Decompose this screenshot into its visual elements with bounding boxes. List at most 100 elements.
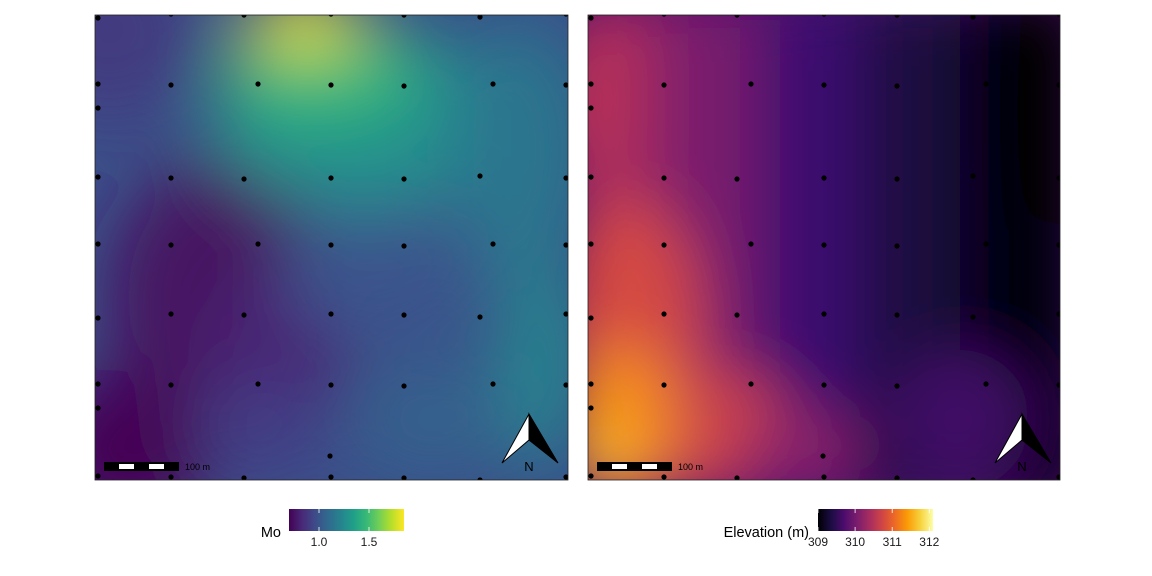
scale-bar-mo: 100 m bbox=[104, 462, 210, 472]
legend-tick-label-elevation: 309 bbox=[808, 535, 828, 549]
map-panel-mo: 100 m N bbox=[20, 0, 590, 530]
legend-tick-label-mo: 1.5 bbox=[361, 535, 378, 549]
sample-point-mo bbox=[401, 176, 406, 181]
sample-point-elevation bbox=[894, 243, 899, 248]
sample-point-elevation bbox=[820, 453, 825, 458]
sample-point-mo bbox=[490, 381, 495, 386]
legend-colorbar-elevation bbox=[818, 509, 933, 531]
legend-tick-label-elevation: 311 bbox=[883, 535, 902, 549]
sample-point-elevation bbox=[661, 11, 666, 16]
legend-elevation: Elevation (m) 309 310 311 312 bbox=[724, 509, 940, 549]
legend-tick-label-mo: 1.0 bbox=[311, 535, 328, 549]
sample-point-elevation bbox=[983, 381, 988, 386]
sample-point-elevation bbox=[970, 173, 975, 178]
sample-point-mo bbox=[328, 175, 333, 180]
sample-point-elevation bbox=[821, 175, 826, 180]
north-arrow-label-elevation: N bbox=[1017, 459, 1026, 474]
sample-point-elevation bbox=[588, 405, 593, 410]
legend-title-mo: Mo bbox=[261, 525, 281, 541]
sample-point-elevation bbox=[894, 312, 899, 317]
sample-point-elevation bbox=[734, 312, 739, 317]
legend-tick-label-elevation: 310 bbox=[845, 535, 865, 549]
sample-point-mo bbox=[241, 176, 246, 181]
sample-point-mo bbox=[328, 242, 333, 247]
sample-point-mo bbox=[95, 381, 100, 386]
sample-point-elevation bbox=[1056, 175, 1061, 180]
sample-point-elevation bbox=[734, 176, 739, 181]
sample-point-elevation bbox=[821, 242, 826, 247]
sample-point-mo bbox=[95, 241, 100, 246]
sample-point-mo bbox=[168, 311, 173, 316]
sample-point-elevation bbox=[1056, 82, 1061, 87]
sample-point-elevation bbox=[748, 81, 753, 86]
sample-point-elevation bbox=[821, 311, 826, 316]
sample-point-elevation bbox=[983, 81, 988, 86]
sample-point-elevation bbox=[983, 241, 988, 246]
map-panel-elevation: 100 m N bbox=[550, 0, 1080, 500]
sample-point-mo bbox=[95, 81, 100, 86]
sample-point-mo bbox=[95, 174, 100, 179]
sample-point-elevation bbox=[661, 474, 666, 479]
scale-bar-label-elevation: 100 m bbox=[678, 462, 703, 472]
sample-point-elevation bbox=[588, 473, 593, 478]
sample-point-mo bbox=[255, 241, 260, 246]
sample-point-elevation bbox=[661, 311, 666, 316]
sample-point-mo bbox=[401, 383, 406, 388]
sample-point-mo bbox=[255, 81, 260, 86]
sample-point-elevation bbox=[821, 474, 826, 479]
sample-point-mo bbox=[401, 312, 406, 317]
legend-colorbar-mo bbox=[289, 509, 404, 531]
north-arrow-label-mo: N bbox=[524, 459, 533, 474]
sample-point-mo bbox=[168, 82, 173, 87]
sample-point-elevation bbox=[661, 82, 666, 87]
sample-point-elevation bbox=[1056, 311, 1061, 316]
sample-point-elevation bbox=[970, 314, 975, 319]
sample-point-mo bbox=[328, 311, 333, 316]
sample-point-elevation bbox=[1056, 474, 1061, 479]
sample-point-mo bbox=[477, 173, 482, 178]
sample-point-mo bbox=[327, 453, 332, 458]
scale-bar-elevation: 100 m bbox=[597, 462, 703, 472]
sample-point-elevation bbox=[588, 105, 593, 110]
sample-point-mo bbox=[328, 11, 333, 16]
sample-point-elevation bbox=[1056, 382, 1061, 387]
sample-point-elevation bbox=[821, 82, 826, 87]
sample-point-elevation bbox=[588, 315, 593, 320]
legend-mo: Mo 1.0 1.5 bbox=[261, 509, 404, 549]
scale-bar-label-mo: 100 m bbox=[185, 462, 210, 472]
sample-point-elevation bbox=[894, 383, 899, 388]
sample-point-mo bbox=[328, 382, 333, 387]
sample-point-elevation bbox=[588, 15, 593, 20]
sample-point-mo bbox=[95, 473, 100, 478]
sample-point-elevation bbox=[661, 242, 666, 247]
sample-point-elevation bbox=[1056, 242, 1061, 247]
sample-point-elevation bbox=[661, 175, 666, 180]
sample-point-mo bbox=[490, 81, 495, 86]
sample-point-mo bbox=[95, 15, 100, 20]
sample-point-mo bbox=[328, 82, 333, 87]
sample-point-elevation bbox=[894, 83, 899, 88]
sample-point-mo bbox=[490, 241, 495, 246]
sample-point-mo bbox=[328, 474, 333, 479]
sample-point-mo bbox=[401, 83, 406, 88]
sample-point-mo bbox=[95, 405, 100, 410]
sample-point-mo bbox=[168, 382, 173, 387]
sample-point-elevation bbox=[1056, 11, 1061, 16]
sample-point-mo bbox=[401, 243, 406, 248]
sample-point-elevation bbox=[661, 382, 666, 387]
sample-point-elevation bbox=[588, 381, 593, 386]
sample-point-mo bbox=[168, 242, 173, 247]
sample-point-elevation bbox=[894, 176, 899, 181]
sample-point-mo bbox=[477, 314, 482, 319]
sample-point-elevation bbox=[748, 241, 753, 246]
sample-point-mo bbox=[95, 105, 100, 110]
sample-point-mo bbox=[95, 315, 100, 320]
sample-point-mo bbox=[168, 474, 173, 479]
sample-point-mo bbox=[168, 11, 173, 16]
mo-raster bbox=[20, 0, 590, 530]
sample-point-mo bbox=[255, 381, 260, 386]
sample-point-elevation bbox=[821, 11, 826, 16]
sample-point-mo bbox=[241, 312, 246, 317]
legend-tick-label-elevation: 312 bbox=[919, 535, 939, 549]
